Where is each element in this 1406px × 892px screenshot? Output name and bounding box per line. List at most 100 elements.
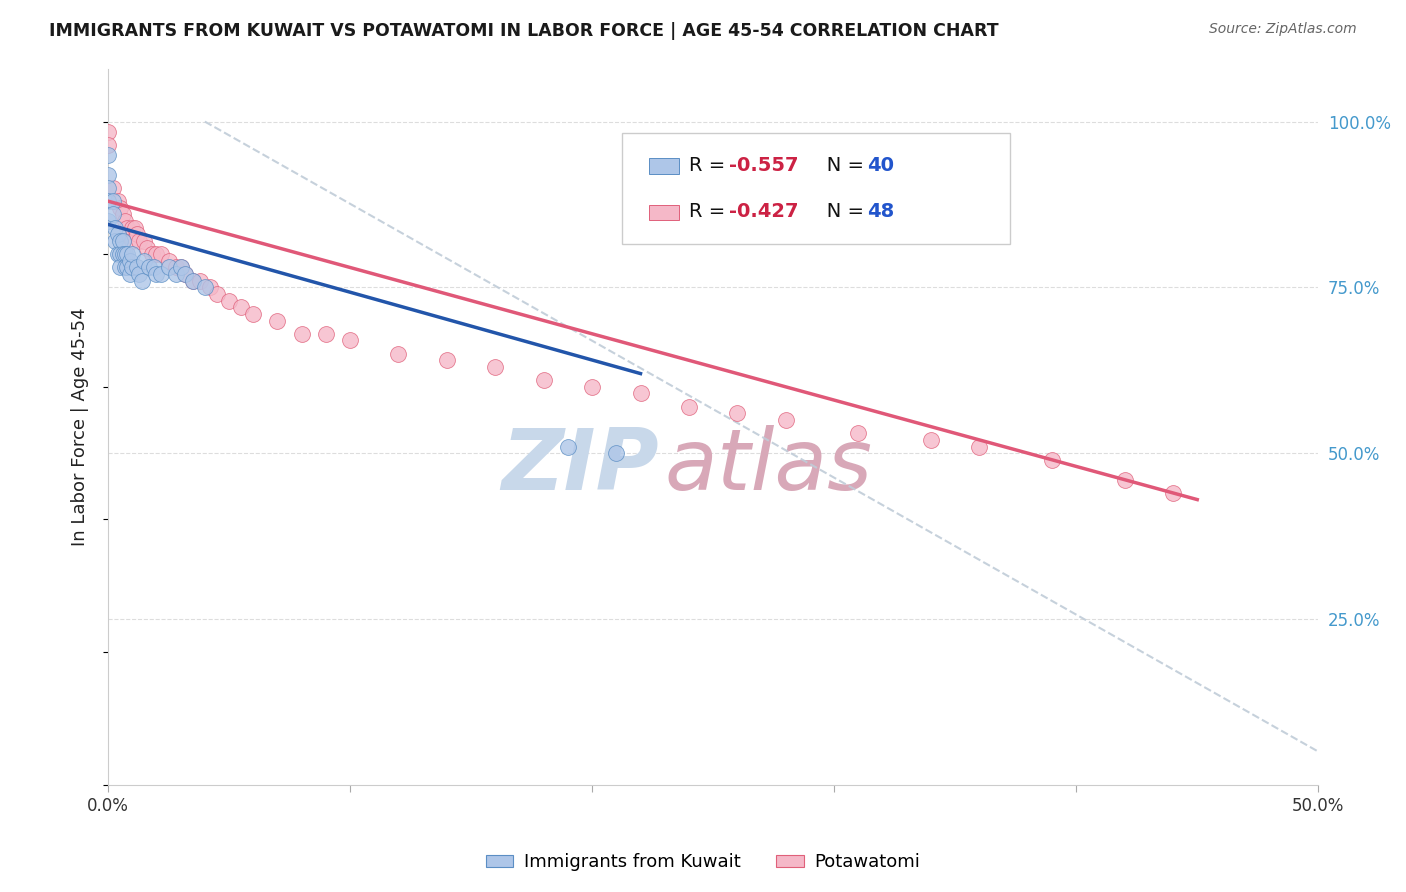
Point	[181, 274, 204, 288]
Point	[101, 194, 124, 209]
Point	[101, 207, 124, 221]
Point	[128, 267, 150, 281]
Point	[107, 194, 129, 209]
Text: ZIP: ZIP	[501, 425, 658, 508]
FancyBboxPatch shape	[650, 204, 679, 220]
Point	[125, 260, 148, 275]
Point	[605, 446, 627, 460]
Text: 48: 48	[868, 202, 894, 221]
Point	[114, 214, 136, 228]
Point	[121, 220, 143, 235]
Point	[97, 147, 120, 161]
Point	[97, 124, 120, 138]
Point	[125, 227, 148, 242]
Point	[114, 260, 136, 275]
Point	[169, 260, 191, 275]
Y-axis label: In Labor Force | Age 45-54: In Labor Force | Age 45-54	[72, 308, 89, 546]
Point	[725, 406, 748, 420]
Point	[104, 220, 127, 235]
Point	[678, 400, 700, 414]
Text: -0.427: -0.427	[728, 202, 799, 221]
Point	[117, 260, 139, 275]
Point	[1161, 486, 1184, 500]
Point	[145, 267, 167, 281]
Point	[533, 373, 555, 387]
Point	[111, 247, 134, 261]
Point	[141, 247, 163, 261]
Text: R =: R =	[689, 156, 731, 175]
Point	[188, 274, 211, 288]
Point	[108, 234, 131, 248]
Point	[121, 247, 143, 261]
Point	[97, 137, 120, 152]
Point	[169, 260, 191, 275]
Point	[969, 440, 991, 454]
Point	[1114, 473, 1136, 487]
Point	[205, 287, 228, 301]
Point	[97, 214, 120, 228]
Point	[315, 326, 337, 341]
Point	[198, 280, 221, 294]
Point	[848, 426, 870, 441]
Point	[557, 440, 579, 454]
Point	[165, 260, 187, 275]
Point	[150, 267, 173, 281]
Point	[104, 234, 127, 248]
Text: N =: N =	[807, 202, 870, 221]
Point	[134, 253, 156, 268]
Point	[118, 267, 141, 281]
Point	[145, 247, 167, 261]
Point	[387, 347, 409, 361]
Point	[121, 234, 143, 248]
Point	[107, 227, 129, 242]
Point	[775, 413, 797, 427]
Point	[143, 260, 166, 275]
Point	[194, 280, 217, 294]
Point	[920, 433, 942, 447]
Text: atlas: atlas	[665, 425, 873, 508]
Point	[114, 247, 136, 261]
Point	[124, 220, 146, 235]
Point	[135, 241, 157, 255]
Point	[111, 207, 134, 221]
Point	[242, 307, 264, 321]
Text: R =: R =	[689, 202, 731, 221]
Point	[108, 247, 131, 261]
Point	[157, 260, 180, 275]
FancyBboxPatch shape	[650, 158, 679, 174]
FancyBboxPatch shape	[623, 133, 1010, 244]
Point	[266, 313, 288, 327]
Point	[1040, 452, 1063, 467]
Point	[157, 253, 180, 268]
Point	[117, 247, 139, 261]
Point	[581, 380, 603, 394]
Point	[484, 359, 506, 374]
Text: -0.557: -0.557	[728, 156, 799, 175]
Legend: Immigrants from Kuwait, Potawatomi: Immigrants from Kuwait, Potawatomi	[478, 847, 928, 879]
Point	[174, 267, 197, 281]
Text: N =: N =	[807, 156, 870, 175]
Point	[131, 274, 153, 288]
Point	[101, 181, 124, 195]
Point	[339, 334, 361, 348]
Point	[138, 260, 160, 275]
Point	[128, 234, 150, 248]
Point	[630, 386, 652, 401]
Point	[150, 247, 173, 261]
Point	[165, 267, 187, 281]
Point	[181, 274, 204, 288]
Text: IMMIGRANTS FROM KUWAIT VS POTAWATOMI IN LABOR FORCE | AGE 45-54 CORRELATION CHAR: IMMIGRANTS FROM KUWAIT VS POTAWATOMI IN …	[49, 22, 998, 40]
Point	[97, 181, 120, 195]
Point	[97, 168, 120, 182]
Point	[229, 300, 252, 314]
Point	[117, 220, 139, 235]
Point	[291, 326, 314, 341]
Text: Source: ZipAtlas.com: Source: ZipAtlas.com	[1209, 22, 1357, 37]
Point	[108, 201, 131, 215]
Point	[174, 267, 197, 281]
Point	[436, 353, 458, 368]
Point	[121, 260, 143, 275]
Point	[111, 234, 134, 248]
Point	[218, 293, 240, 308]
Point	[108, 260, 131, 275]
